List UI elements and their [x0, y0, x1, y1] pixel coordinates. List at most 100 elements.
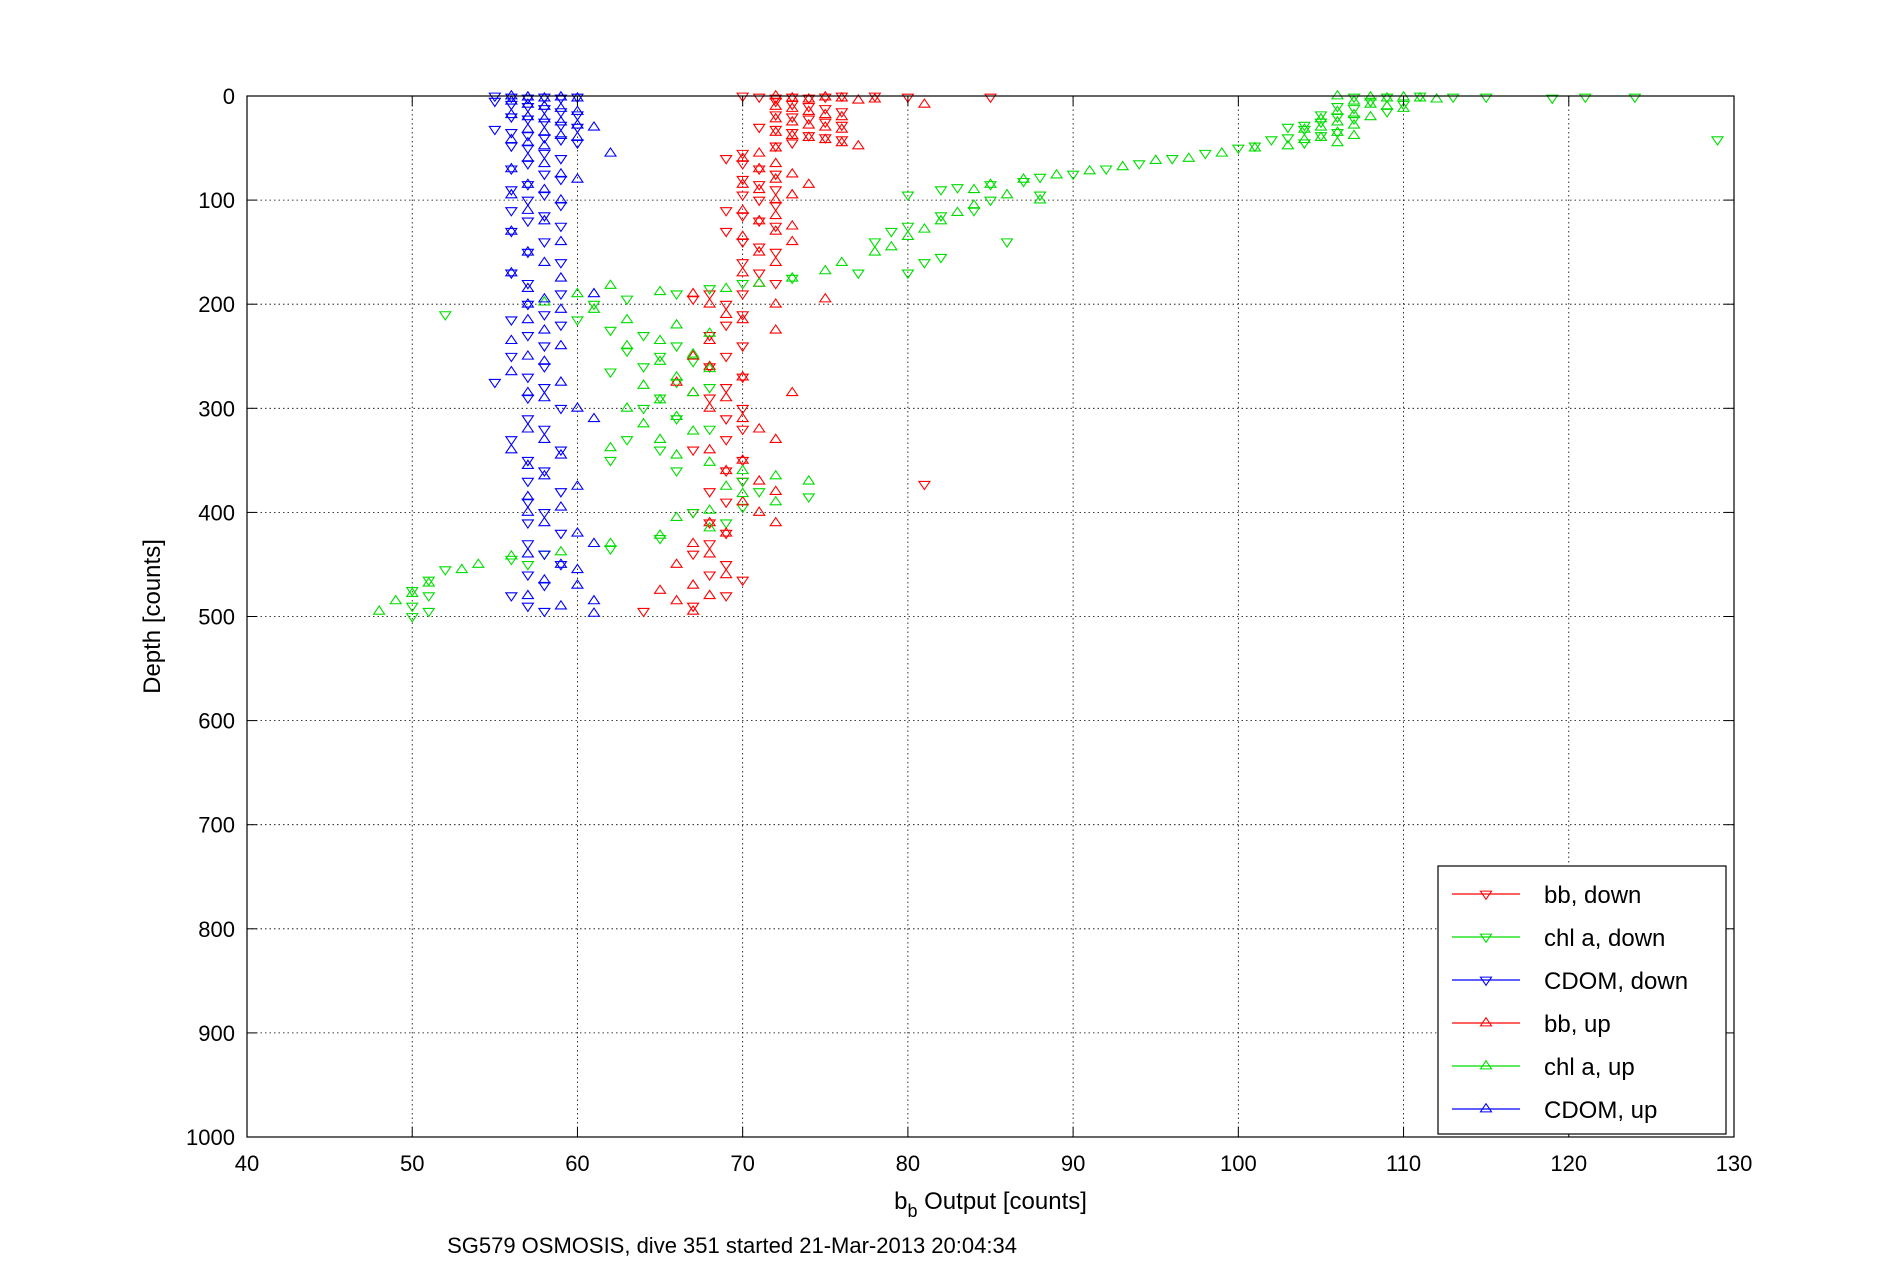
data-point: [587, 412, 601, 423]
data-point: [1198, 149, 1212, 160]
data-point: [686, 579, 700, 589]
data-point: [488, 92, 502, 103]
data-point: [719, 498, 733, 509]
data-point: [752, 245, 766, 256]
data-point: [1281, 123, 1295, 134]
data-point: [554, 235, 568, 246]
data-point: [587, 537, 601, 548]
data-point: [521, 98, 535, 108]
data-point: [1248, 141, 1262, 152]
data-point: [537, 573, 551, 584]
data-point: [703, 327, 717, 337]
data-point: [587, 300, 601, 311]
data-point: [504, 555, 518, 566]
data-point: [769, 222, 783, 233]
data-point: [736, 178, 750, 188]
data-point: [769, 485, 783, 496]
data-point: [438, 566, 452, 576]
data-point: [884, 227, 898, 238]
data-point: [785, 93, 799, 104]
x-tick-label: 120: [1550, 1151, 1587, 1176]
data-point: [537, 311, 551, 321]
x-axis-label: bb Output [counts]: [894, 1188, 1087, 1221]
data-point: [703, 519, 717, 530]
data-point: [719, 480, 733, 490]
data-point: [769, 141, 783, 152]
data-point: [389, 594, 403, 605]
data-point: [504, 225, 518, 235]
data-point: [554, 193, 568, 204]
data-point: [570, 316, 584, 327]
data-point: [537, 93, 551, 104]
x-axis-label-rest: Output [counts]: [917, 1188, 1086, 1215]
data-point: [719, 561, 733, 571]
data-point: [1347, 105, 1361, 115]
data-point: [752, 217, 766, 228]
data-point: [570, 402, 584, 412]
data-point: [537, 516, 551, 527]
data-point: [1033, 191, 1047, 202]
data-point: [802, 105, 816, 116]
data-point: [719, 300, 733, 311]
data-point: [1330, 102, 1345, 113]
data-point: [537, 467, 551, 478]
data-point: [950, 206, 964, 217]
data-point: [521, 561, 535, 571]
y-axis-label: Depth [counts]: [139, 539, 166, 694]
data-point: [1330, 126, 1345, 136]
data-point: [1330, 129, 1345, 139]
data-point: [818, 264, 832, 275]
data-point: [653, 529, 667, 539]
data-point: [603, 537, 618, 548]
data-point: [1578, 93, 1592, 104]
data-point: [537, 118, 551, 129]
data-point: [1314, 111, 1328, 121]
legend-item: CDOM, up: [1452, 1097, 1657, 1124]
data-point: [521, 602, 535, 613]
data-point: [802, 118, 816, 129]
x-axis-label-main: b: [894, 1188, 907, 1215]
data-point: [769, 193, 783, 204]
data-point: [1330, 115, 1345, 126]
data-point: [554, 561, 568, 571]
y-tick-label: 800: [198, 917, 235, 942]
data-point: [851, 93, 865, 104]
data-point: [1347, 115, 1361, 126]
data-point: [537, 157, 551, 168]
data-point: [752, 243, 766, 254]
data-point: [620, 402, 634, 412]
data-point: [504, 365, 518, 376]
data-point: [983, 93, 998, 104]
data-point: [769, 516, 783, 527]
data-point: [471, 558, 485, 568]
data-point: [603, 368, 618, 379]
data-point: [521, 94, 535, 105]
data-point: [504, 443, 518, 454]
data-point: [1297, 133, 1311, 144]
data-point: [769, 111, 783, 121]
caption: SG579 OSMOSIS, dive 351 started 21-Mar-2…: [447, 1233, 1017, 1258]
data-point: [802, 474, 816, 485]
data-point: [686, 605, 700, 615]
data-point: [554, 115, 568, 126]
data-point: [785, 386, 799, 397]
data-point: [769, 495, 783, 506]
data-point: [603, 326, 618, 337]
data-point: [372, 605, 386, 615]
data-point: [1050, 168, 1064, 179]
data-point: [603, 456, 618, 467]
data-point: [554, 259, 568, 269]
data-point: [537, 292, 551, 303]
y-tick-label: 300: [198, 396, 235, 421]
data-point: [785, 274, 799, 285]
data-point: [802, 92, 816, 103]
legend-marker: [1479, 1059, 1493, 1070]
data-point: [521, 279, 535, 290]
data-point: [901, 269, 915, 280]
y-tick-label: 100: [198, 188, 235, 213]
data-point: [703, 540, 717, 550]
data-point: [570, 287, 584, 298]
legend-label: chl a, up: [1544, 1054, 1635, 1081]
data-point: [703, 334, 717, 345]
